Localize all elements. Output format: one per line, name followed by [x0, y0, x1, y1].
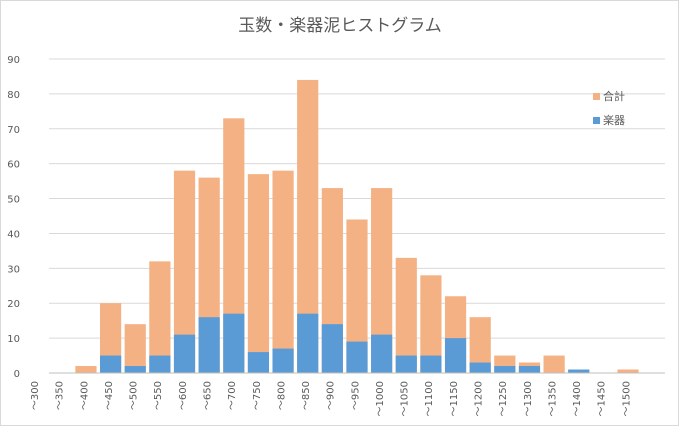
y-tick-label: 30 [7, 264, 20, 275]
y-tick-label: 40 [7, 229, 20, 240]
x-tick-label: ～400 [79, 381, 90, 410]
bar-total-7 [223, 118, 245, 373]
x-tick-label: ～950 [350, 381, 361, 410]
series-total-bars [75, 79, 639, 374]
bar-total-2 [100, 303, 122, 373]
x-tick-label: ～350 [55, 381, 66, 410]
legend-swatch [593, 117, 600, 124]
x-tick-label: ～1400 [572, 381, 583, 416]
bar-instrument-14 [395, 355, 417, 373]
x-tick-label: ～1150 [449, 381, 460, 416]
legend-label: 楽器 [603, 114, 625, 127]
y-tick-label: 20 [7, 299, 20, 310]
bar-total-4 [149, 261, 171, 373]
x-tick-label: ～500 [129, 381, 140, 410]
bar-instrument-21 [568, 369, 590, 373]
bar-instrument-10 [297, 313, 319, 373]
bar-total-12 [346, 219, 368, 373]
bar-total-14 [395, 257, 417, 373]
x-tick-label: ～1250 [498, 381, 509, 416]
chart-title: 玉数・楽器泥ヒストグラム [238, 16, 442, 36]
y-tick-label: 60 [7, 160, 20, 171]
bar-instrument-4 [149, 355, 171, 373]
bar-instrument-19 [518, 366, 541, 373]
bar-total-15 [420, 275, 442, 373]
bar-total-9 [272, 170, 294, 373]
bar-total-8 [247, 174, 270, 373]
x-tick-label: ～450 [104, 381, 115, 410]
bar-total-17 [469, 317, 491, 373]
x-tick-label: ～650 [202, 381, 213, 410]
bar-total-20 [543, 355, 565, 373]
bar-instrument-11 [321, 324, 343, 373]
x-tick-label: ～1200 [474, 381, 485, 416]
bar-total-10 [297, 79, 319, 374]
bar-total-3 [124, 324, 146, 373]
x-tick-label: ～300 [30, 381, 41, 410]
x-tick-label: ～900 [326, 381, 337, 410]
x-tick-label: ～1050 [400, 381, 411, 416]
bar-instrument-16 [444, 338, 467, 373]
x-tick-label: ～550 [153, 381, 164, 410]
bar-instrument-8 [247, 352, 270, 373]
bar-total-5 [173, 170, 196, 373]
y-axis-ticks: 0 10 20 30 40 50 60 70 80 90 [7, 55, 20, 380]
x-tick-label: ～600 [178, 381, 189, 410]
x-tick-label: ～1300 [523, 381, 534, 416]
bar-instrument-15 [420, 355, 442, 373]
x-tick-label: ～1450 [597, 381, 608, 416]
bar-total-1 [75, 366, 97, 373]
x-tick-label: ～1000 [375, 381, 386, 416]
x-tick-label: ～1100 [424, 381, 435, 416]
legend-swatch [593, 93, 600, 100]
x-axis-ticks: ～300 ～350 ～400 ～450 ～500 ～550 ～600 ～650 ～700 ～750… [30, 381, 632, 416]
y-tick-label: 10 [7, 334, 20, 345]
x-tick-label: ～700 [227, 381, 238, 410]
x-tick-label: ～800 [276, 381, 287, 410]
bar-total-13 [371, 188, 393, 373]
bar-instrument-3 [124, 366, 146, 373]
y-tick-label: 0 [14, 369, 20, 380]
bar-total-23 [617, 369, 639, 373]
x-tick-label: ～1500 [621, 381, 632, 416]
bar-instrument-5 [173, 334, 196, 373]
legend-label: 合計 [603, 89, 625, 103]
x-tick-label: ～850 [301, 381, 312, 410]
bar-instrument-18 [494, 366, 516, 373]
bar-instrument-12 [346, 341, 368, 373]
y-tick-label: 50 [7, 195, 20, 206]
x-tick-label: ～1350 [547, 381, 558, 416]
bar-instrument-2 [100, 355, 122, 373]
y-tick-label: 80 [7, 90, 20, 101]
y-tick-label: 70 [7, 125, 20, 136]
bar-instrument-9 [272, 348, 294, 373]
x-tick-label: ～750 [252, 381, 263, 410]
bar-instrument-13 [371, 334, 393, 373]
bar-instrument-17 [469, 362, 491, 373]
series-instrument-bars [100, 313, 590, 373]
y-tick-label: 90 [7, 55, 20, 66]
bar-instrument-6 [198, 317, 220, 373]
bar-instrument-7 [223, 313, 245, 373]
